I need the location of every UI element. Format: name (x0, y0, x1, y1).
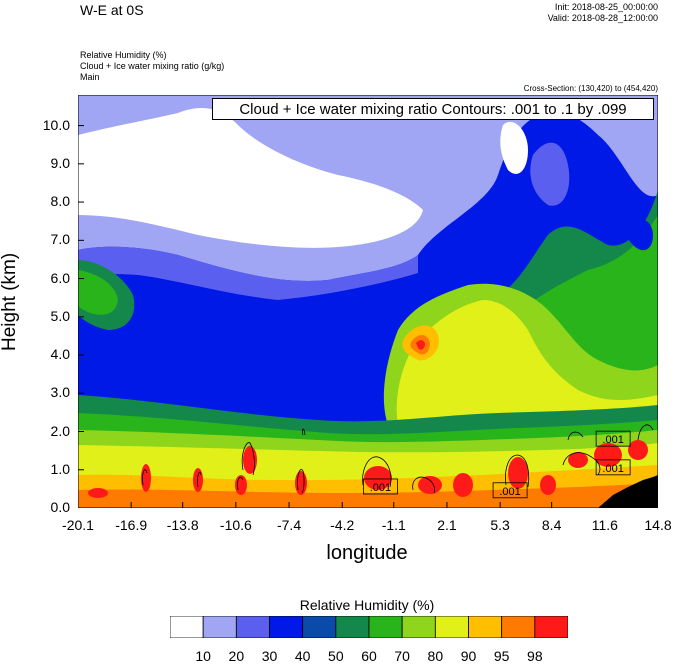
colorbar-level-label: 30 (261, 648, 278, 664)
x-tick-label: -1.1 (381, 517, 406, 533)
svg-text:.001: .001 (602, 463, 623, 475)
colorbar-title: Relative Humidity (%) (299, 597, 435, 613)
colorbar-level-label: 20 (228, 648, 245, 664)
colorbar-swatch (501, 616, 536, 638)
y-tick-label: 4.0 (50, 346, 70, 363)
x-axis-label: longitude (326, 542, 408, 564)
cross-section-label: Cross-Section: (130,420) to (454,420) (523, 84, 658, 93)
colorbar-level-label: 40 (294, 648, 311, 664)
y-tick-label: 2.0 (50, 422, 70, 439)
colorbar-swatch (202, 616, 237, 638)
x-tick-label: 8.4 (541, 517, 562, 533)
cross-section-plot: .001 .001 .001 .001 (78, 95, 658, 508)
subtitle-variable-1: Relative Humidity (%) (80, 50, 167, 60)
x-tick-label: 11.6 (591, 517, 618, 533)
svg-text:.001: .001 (602, 434, 623, 446)
contour-value-label: .001 (595, 430, 631, 447)
contour-value-label: .001 (595, 459, 631, 476)
y-axis-label: Height (km) (0, 252, 20, 351)
colorbar-swatch (401, 616, 436, 638)
colorbar-level-label: 60 (361, 648, 377, 664)
y-tick-label: 5.0 (50, 307, 70, 324)
subtitle-variable-2: Cloud + Ice water mixing ratio (g/kg) (80, 61, 225, 71)
colorbar (170, 616, 568, 638)
colorbar-swatch (235, 616, 270, 638)
x-tick-label: -4.2 (330, 517, 355, 533)
contour-value-label: .001 (363, 478, 398, 495)
contour-description: Cloud + Ice water mixing ratio Contours:… (212, 98, 654, 120)
y-tick-label: 10.0 (42, 116, 70, 133)
x-tick-label: -7.4 (276, 517, 302, 533)
svg-text:.001: .001 (499, 486, 520, 498)
colorbar-swatch (434, 616, 469, 638)
y-tick-label: 1.0 (50, 460, 70, 477)
y-tick-label: 8.0 (50, 193, 70, 210)
colorbar-level-label: 98 (527, 648, 543, 664)
colorbar-swatch (368, 616, 403, 638)
colorbar-swatch (269, 616, 304, 638)
colorbar-level-label: 50 (328, 648, 344, 664)
x-tick-label: -13.8 (166, 517, 199, 533)
y-tick-label: 0.0 (50, 499, 70, 515)
x-tick-label: 2.1 (437, 517, 457, 533)
init-time: Init: 2018-08-25_00:00:00 (554, 2, 658, 12)
x-tick-label: -20.1 (62, 517, 94, 533)
colorbar-swatch (302, 616, 337, 638)
colorbar-level-label: 10 (195, 648, 211, 664)
colorbar-level-label: 90 (460, 648, 477, 664)
x-tick-label: 14.8 (644, 517, 672, 533)
y-tick-label: 6.0 (50, 269, 70, 286)
contour-value-label: .001 (492, 482, 528, 499)
x-tick-label: -16.9 (115, 517, 148, 533)
valid-time: Valid: 2018-08-28_12:00:00 (547, 13, 658, 23)
colorbar-level-label: 95 (493, 648, 510, 664)
plot-title: W-E at 0S (80, 2, 144, 18)
y-tick-label: 9.0 (50, 154, 70, 171)
colorbar-swatch (335, 616, 370, 638)
y-tick-label: 3.0 (50, 384, 70, 401)
colorbar-level-label: 70 (394, 648, 410, 664)
x-tick-label: 5.3 (490, 517, 510, 533)
colorbar-swatch (468, 616, 503, 638)
y-tick-label: 7.0 (50, 231, 70, 248)
colorbar-swatch (170, 616, 204, 638)
subtitle-main: Main (80, 72, 100, 82)
colorbar-swatch (534, 616, 568, 638)
colorbar-level-label: 80 (427, 648, 444, 664)
svg-text:.001: .001 (370, 482, 391, 494)
x-tick-label: -10.6 (219, 517, 252, 533)
